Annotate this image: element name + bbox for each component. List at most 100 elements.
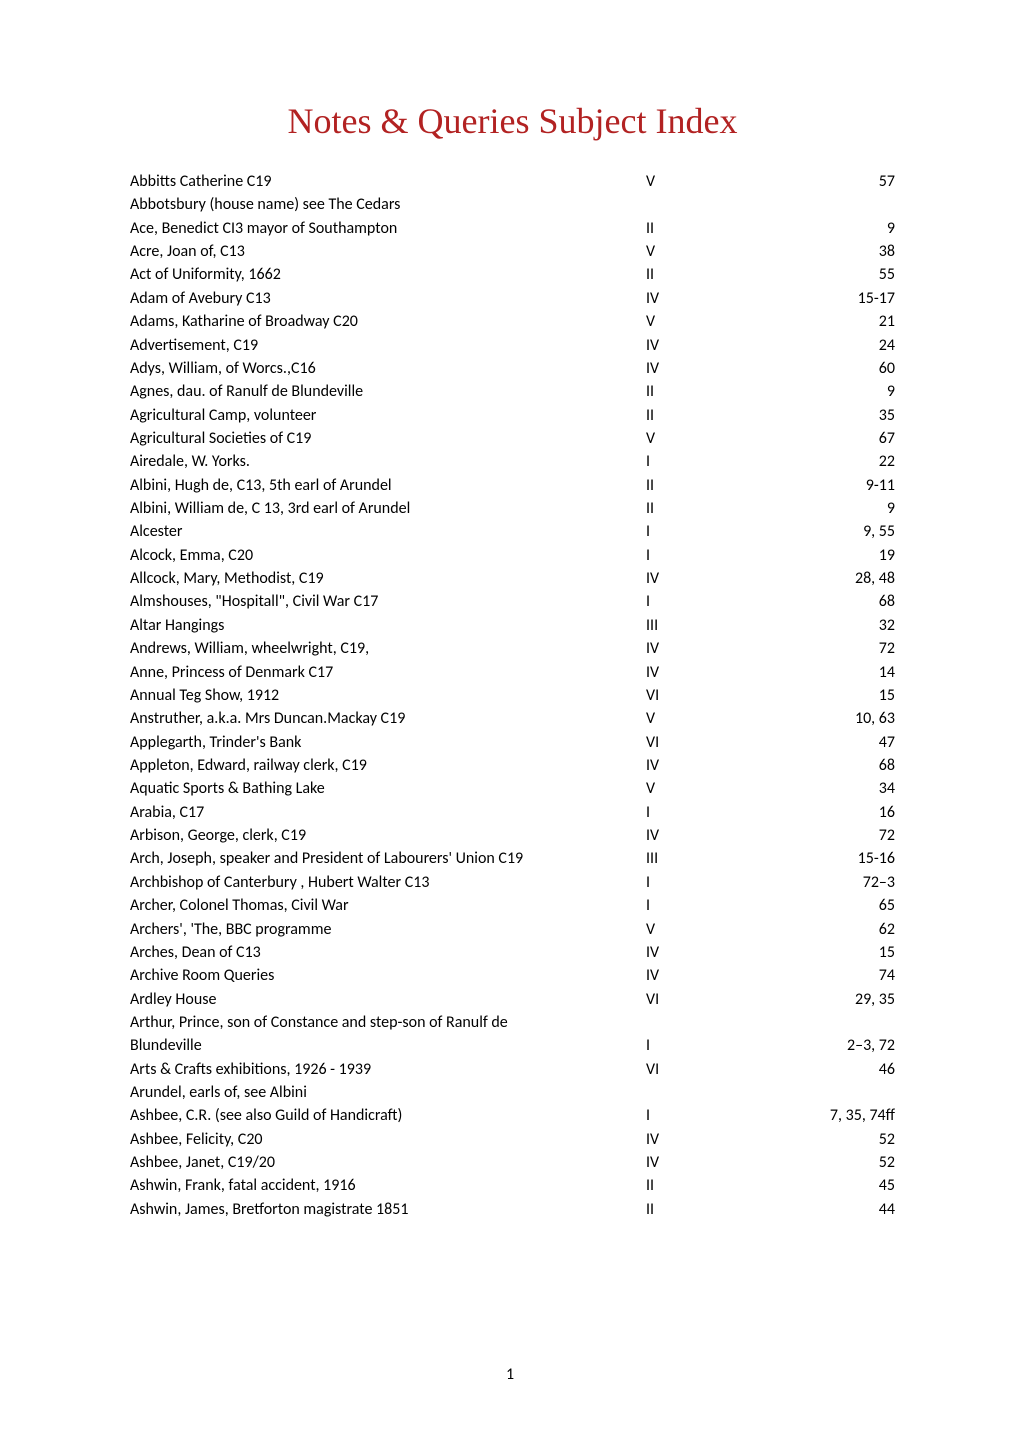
index-subject: Archer, Colonel Thomas, Civil War <box>130 894 646 917</box>
index-row: Abbitts Catherine C19V57 <box>130 170 895 193</box>
index-row: Agricultural Societies of C19V67 <box>130 427 895 450</box>
index-volume: IV <box>646 1151 706 1174</box>
index-row: Applegarth, Trinder's BankVI47 <box>130 731 895 754</box>
index-volume: II <box>646 1198 706 1221</box>
index-row: Almshouses, "Hospitall", Civil War C17I6… <box>130 590 895 613</box>
index-page: 29, 35 <box>706 988 895 1011</box>
index-page: 14 <box>706 661 895 684</box>
index-volume: IV <box>646 1128 706 1151</box>
index-volume: II <box>646 474 706 497</box>
index-volume: I <box>646 590 706 613</box>
index-page: 34 <box>706 777 895 800</box>
index-row: Advertisement, C19IV24 <box>130 334 895 357</box>
index-volume: IV <box>646 287 706 310</box>
index-page: 32 <box>706 614 895 637</box>
index-subject: Adams, Katharine of Broadway C20 <box>130 310 646 333</box>
index-volume: VI <box>646 1058 706 1081</box>
index-row: Adams, Katharine of Broadway C20V21 <box>130 310 895 333</box>
index-volume: IV <box>646 357 706 380</box>
index-page: 15-17 <box>706 287 895 310</box>
index-page: 15-16 <box>706 847 895 870</box>
index-row: Altar HangingsIII32 <box>130 614 895 637</box>
index-page: 44 <box>706 1198 895 1221</box>
index-row: Act of Uniformity, 1662II55 <box>130 263 895 286</box>
index-volume: IV <box>646 334 706 357</box>
index-volume: V <box>646 170 706 193</box>
index-row: Ashbee, C.R. (see also Guild of Handicra… <box>130 1104 895 1127</box>
index-volume: II <box>646 263 706 286</box>
index-volume: IV <box>646 567 706 590</box>
index-volume: I <box>646 1104 706 1127</box>
index-volume: IV <box>646 661 706 684</box>
index-row: Annual Teg Show, 1912VI15 <box>130 684 895 707</box>
index-page: 67 <box>706 427 895 450</box>
index-subject: Adys, William, of Worcs.,C16 <box>130 357 646 380</box>
index-volume: I <box>646 871 706 894</box>
index-page: 9 <box>706 380 895 403</box>
index-volume: V <box>646 777 706 800</box>
index-volume: I <box>646 801 706 824</box>
index-row: Arundel, earls of, see Albini <box>130 1081 895 1104</box>
index-volume: IV <box>646 754 706 777</box>
index-row: Arches, Dean of C13IV15 <box>130 941 895 964</box>
index-subject: Arabia, C17 <box>130 801 646 824</box>
index-page: 68 <box>706 590 895 613</box>
index-subject: Archive Room Queries <box>130 964 646 987</box>
index-subject: Ardley House <box>130 988 646 1011</box>
index-page: 47 <box>706 731 895 754</box>
index-page: 9-11 <box>706 474 895 497</box>
page-number: 1 <box>0 1365 1020 1384</box>
index-subject: Abbitts Catherine C19 <box>130 170 646 193</box>
index-subject: Albini, William de, C 13, 3rd earl of Ar… <box>130 497 646 520</box>
index-page: 9 <box>706 497 895 520</box>
index-page: 52 <box>706 1151 895 1174</box>
index-row: Ashbee, Felicity, C20IV52 <box>130 1128 895 1151</box>
index-subject: Arches, Dean of C13 <box>130 941 646 964</box>
index-volume: V <box>646 707 706 730</box>
index-page: 38 <box>706 240 895 263</box>
index-row: Agricultural Camp, volunteerII35 <box>130 404 895 427</box>
index-subject: Ashbee, Janet, C19/20 <box>130 1151 646 1174</box>
index-row: Appleton, Edward, railway clerk, C19IV68 <box>130 754 895 777</box>
index-volume: I <box>646 520 706 543</box>
index-volume: VI <box>646 988 706 1011</box>
index-subject: Agnes, dau. of Ranulf de Blundeville <box>130 380 646 403</box>
index-subject: Archers', 'The, BBC programme <box>130 918 646 941</box>
index-subject: Agricultural Societies of C19 <box>130 427 646 450</box>
index-row: Arch, Joseph, speaker and President of L… <box>130 847 895 870</box>
index-volume: V <box>646 310 706 333</box>
index-page: 28, 48 <box>706 567 895 590</box>
page-title: Notes & Queries Subject Index <box>130 100 895 142</box>
index-subject: Ace, Benedict CI3 mayor of Southampton <box>130 217 646 240</box>
index-row: Ashwin, James, Bretforton magistrate 185… <box>130 1198 895 1221</box>
index-subject: Arthur, Prince, son of Constance and ste… <box>130 1011 646 1034</box>
index-subject: Arbison, George, clerk, C19 <box>130 824 646 847</box>
index-row: Arts & Crafts exhibitions, 1926 - 1939VI… <box>130 1058 895 1081</box>
index-page: 16 <box>706 801 895 824</box>
index-volume: I <box>646 894 706 917</box>
index-volume: IV <box>646 964 706 987</box>
index-page: 19 <box>706 544 895 567</box>
index-page: 15 <box>706 941 895 964</box>
index-volume: II <box>646 404 706 427</box>
index-row: Arbison, George, clerk, C19IV72 <box>130 824 895 847</box>
index-row: Archer, Colonel Thomas, Civil WarI65 <box>130 894 895 917</box>
index-volume: VI <box>646 684 706 707</box>
index-row: Ashbee, Janet, C19/20IV52 <box>130 1151 895 1174</box>
index-volume: II <box>646 217 706 240</box>
index-row: Andrews, William, wheelwright, C19,IV72 <box>130 637 895 660</box>
index-subject: Ashwin, Frank, fatal accident, 1916 <box>130 1174 646 1197</box>
index-row: Airedale, W. Yorks.I22 <box>130 450 895 473</box>
index-volume: III <box>646 614 706 637</box>
index-subject: Aquatic Sports & Bathing Lake <box>130 777 646 800</box>
index-subject: Albini, Hugh de, C13, 5th earl of Arunde… <box>130 474 646 497</box>
index-row: Ashwin, Frank, fatal accident, 1916II45 <box>130 1174 895 1197</box>
index-row: Albini, William de, C 13, 3rd earl of Ar… <box>130 497 895 520</box>
page-container: Notes & Queries Subject Index Abbitts Ca… <box>0 0 1020 1442</box>
index-volume: V <box>646 240 706 263</box>
index-row: Ardley HouseVI29, 35 <box>130 988 895 1011</box>
index-row: Anstruther, a.k.a. Mrs Duncan.Mackay C19… <box>130 707 895 730</box>
index-subject: Archbishop of Canterbury , Hubert Walter… <box>130 871 646 894</box>
index-volume: IV <box>646 941 706 964</box>
index-row: Agnes, dau. of Ranulf de BlundevilleII9 <box>130 380 895 403</box>
